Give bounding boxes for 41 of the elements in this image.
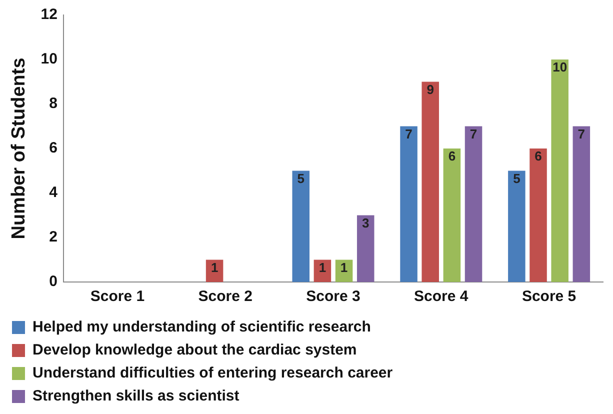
y-tick-label: 2 <box>49 228 58 246</box>
x-tick-label: Score 2 <box>198 288 252 306</box>
y-tick-label: 12 <box>40 6 58 24</box>
data-label: 1 <box>318 260 326 275</box>
data-label: 7 <box>578 126 586 142</box>
bar <box>508 170 526 282</box>
bar <box>400 126 418 282</box>
bar <box>292 170 310 282</box>
data-label: 5 <box>513 170 520 186</box>
data-label: 1 <box>340 260 348 275</box>
bar <box>206 260 224 282</box>
x-tick-label: Score 4 <box>414 288 469 306</box>
data-label: 6 <box>448 148 456 164</box>
data-label: 3 <box>362 215 370 230</box>
bar <box>551 60 568 282</box>
x-tick-label: Score 1 <box>90 288 145 306</box>
data-label: 1 <box>210 260 218 275</box>
data-label: 7 <box>470 126 478 142</box>
bar <box>422 82 439 282</box>
data-label: 7 <box>405 126 412 142</box>
y-tick-label: 10 <box>40 50 58 68</box>
bar <box>443 148 461 282</box>
x-tick-label: Score 5 <box>522 288 576 306</box>
bar <box>464 126 482 282</box>
data-label: 5 <box>297 170 304 186</box>
legend-label: Helped my understanding of scientific research <box>32 318 371 336</box>
data-label: 10 <box>552 60 568 75</box>
legend-label: Strengthen skills as scientist <box>32 388 240 405</box>
legend-label: Understand difficulties of entering research career <box>32 364 393 382</box>
data-label: 6 <box>534 148 542 164</box>
y-tick-label: 0 <box>49 273 58 290</box>
bar <box>530 148 547 282</box>
bar <box>356 215 374 282</box>
data-label: 9 <box>426 82 434 97</box>
y-axis-title: Number of Students <box>8 58 30 240</box>
x-tick-label: Score 3 <box>306 288 360 306</box>
y-tick-label: 6 <box>49 140 58 157</box>
y-tick-label: 8 <box>49 95 58 112</box>
bar <box>572 126 590 282</box>
y-tick-label: 4 <box>49 184 58 202</box>
legend-label: Develop knowledge about the cardiac system <box>32 342 357 359</box>
